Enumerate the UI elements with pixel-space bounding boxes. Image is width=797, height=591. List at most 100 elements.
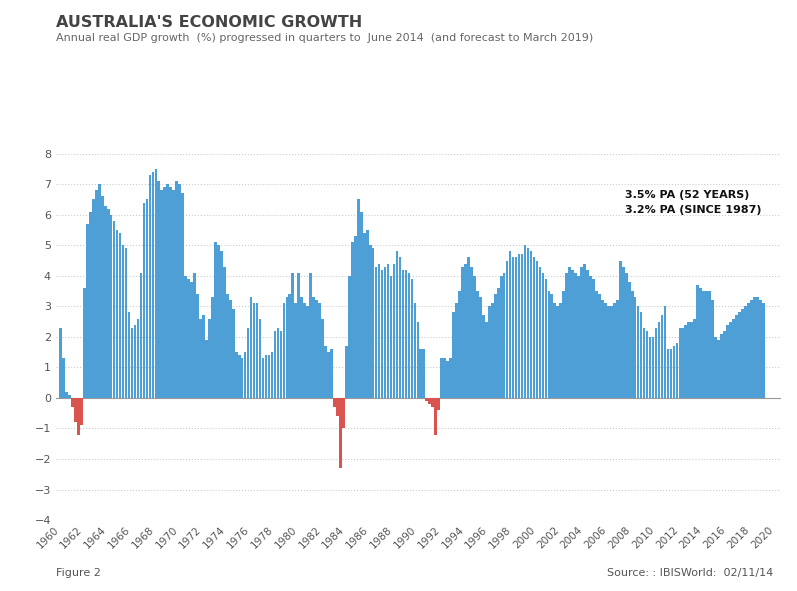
Bar <box>410 279 413 398</box>
Bar <box>69 395 71 398</box>
Bar <box>259 319 261 398</box>
Bar <box>300 297 303 398</box>
Bar <box>369 245 371 398</box>
Bar <box>619 261 622 398</box>
Bar <box>113 221 116 398</box>
Bar <box>654 327 658 398</box>
Bar <box>426 398 428 401</box>
Bar <box>631 291 634 398</box>
Bar <box>527 248 529 398</box>
Bar <box>738 313 740 398</box>
Bar <box>544 279 548 398</box>
Bar <box>414 303 416 398</box>
Bar <box>637 306 639 398</box>
Bar <box>726 324 728 398</box>
Bar <box>83 288 86 398</box>
Bar <box>518 254 520 398</box>
Bar <box>723 331 726 398</box>
Bar <box>720 334 723 398</box>
Bar <box>312 297 315 398</box>
Bar <box>217 245 220 398</box>
Bar <box>676 343 678 398</box>
Bar <box>741 310 744 398</box>
Bar <box>375 267 378 398</box>
Bar <box>697 285 699 398</box>
Bar <box>571 269 574 398</box>
Bar <box>306 306 309 398</box>
Bar <box>750 300 752 398</box>
Bar <box>241 358 243 398</box>
Bar <box>92 200 95 398</box>
Bar <box>268 355 270 398</box>
Bar <box>261 358 265 398</box>
Bar <box>536 261 538 398</box>
Bar <box>101 196 104 398</box>
Bar <box>681 327 684 398</box>
Bar <box>309 273 312 398</box>
Bar <box>714 337 717 398</box>
Bar <box>508 251 512 398</box>
Bar <box>592 279 595 398</box>
Bar <box>756 297 759 398</box>
Bar <box>429 398 431 404</box>
Bar <box>625 273 627 398</box>
Bar <box>610 306 613 398</box>
Bar <box>652 337 654 398</box>
Bar <box>553 303 556 398</box>
Bar <box>646 331 649 398</box>
Bar <box>77 398 80 434</box>
Bar <box>729 322 732 398</box>
Bar <box>476 291 479 398</box>
Bar <box>184 276 187 398</box>
Bar <box>384 267 387 398</box>
Bar <box>202 316 205 398</box>
Bar <box>321 319 324 398</box>
Bar <box>345 346 347 398</box>
Bar <box>717 340 720 398</box>
Bar <box>155 169 157 398</box>
Bar <box>283 303 285 398</box>
Bar <box>473 276 476 398</box>
Bar <box>601 300 604 398</box>
Bar <box>395 251 398 398</box>
Bar <box>256 303 258 398</box>
Bar <box>139 273 142 398</box>
Bar <box>461 267 464 398</box>
Bar <box>330 349 333 398</box>
Bar <box>59 327 62 398</box>
Bar <box>128 313 131 398</box>
Bar <box>705 291 708 398</box>
Bar <box>339 398 342 468</box>
Bar <box>661 316 663 398</box>
Bar <box>390 276 392 398</box>
Bar <box>366 230 368 398</box>
Bar <box>271 352 273 398</box>
Bar <box>136 319 139 398</box>
Bar <box>318 303 321 398</box>
Bar <box>244 352 246 398</box>
Bar <box>494 294 497 398</box>
Bar <box>532 258 536 398</box>
Bar <box>664 306 666 398</box>
Bar <box>417 322 419 398</box>
Bar <box>190 282 193 398</box>
Bar <box>640 313 642 398</box>
Bar <box>520 254 524 398</box>
Bar <box>500 276 502 398</box>
Bar <box>753 297 756 398</box>
Bar <box>616 300 618 398</box>
Bar <box>378 264 380 398</box>
Bar <box>643 327 646 398</box>
Bar <box>181 193 184 398</box>
Bar <box>699 288 702 398</box>
Bar <box>446 361 449 398</box>
Bar <box>360 212 363 398</box>
Bar <box>226 294 229 398</box>
Bar <box>628 282 630 398</box>
Bar <box>709 291 711 398</box>
Bar <box>580 267 583 398</box>
Text: Annual real GDP growth  (%) progressed in quarters to  June 2014  (and forecast : Annual real GDP growth (%) progressed in… <box>56 33 593 43</box>
Bar <box>151 172 154 398</box>
Bar <box>324 346 327 398</box>
Bar <box>143 203 145 398</box>
